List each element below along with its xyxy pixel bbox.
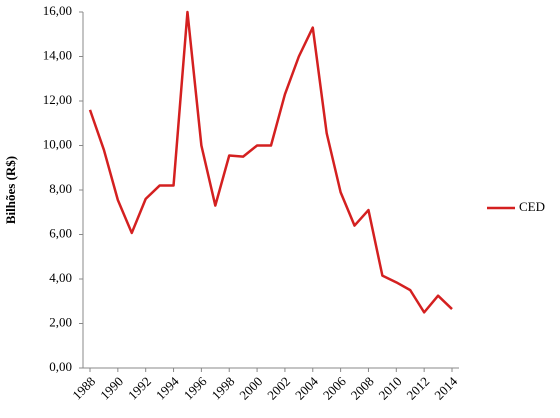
- x-tick-label: 2012: [403, 374, 432, 403]
- y-tick-label: 12,00: [43, 92, 72, 107]
- y-tick-label: 14,00: [43, 47, 72, 62]
- legend-label: CED: [519, 199, 545, 214]
- x-tick-label: 1998: [208, 374, 237, 403]
- x-tick-label: 2008: [348, 374, 377, 403]
- x-tick-label: 2000: [236, 374, 265, 403]
- y-tick-label: 8,00: [49, 181, 72, 196]
- x-tick-label: 2006: [320, 373, 349, 402]
- x-tick-label: 1988: [69, 374, 98, 403]
- y-tick-label: 10,00: [43, 136, 72, 151]
- x-tick-label: 1992: [125, 374, 154, 403]
- x-tick-label: 1994: [153, 373, 182, 402]
- x-tick-label: 1990: [97, 374, 126, 403]
- y-tick-label: 16,00: [43, 3, 72, 18]
- y-tick-label: 0,00: [49, 359, 72, 374]
- y-tick-label: 2,00: [49, 314, 72, 329]
- x-tick-label: 2004: [292, 373, 321, 402]
- x-tick-label: 2014: [431, 373, 460, 402]
- x-tick-label: 2002: [264, 374, 293, 403]
- y-axis-label: Bilhões (R$): [3, 156, 18, 224]
- x-tick-label: 2010: [376, 374, 405, 403]
- x-tick-label: 1996: [181, 373, 210, 402]
- y-tick-label: 4,00: [49, 270, 72, 285]
- y-tick-label: 6,00: [49, 225, 72, 240]
- data-line: [88, 10, 453, 314]
